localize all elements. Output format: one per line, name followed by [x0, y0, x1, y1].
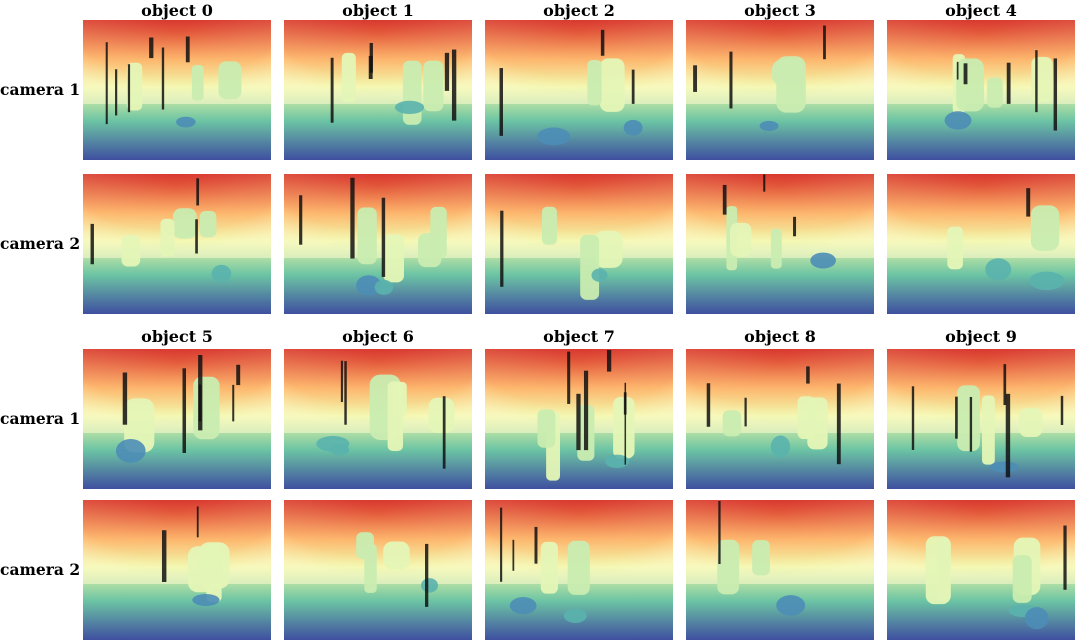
depth-map-image	[485, 174, 673, 314]
depth-map-image	[887, 349, 1075, 489]
depth-tile	[887, 20, 1075, 160]
depth-tile	[686, 500, 874, 640]
depth-map-image	[485, 349, 673, 489]
depth-tile	[83, 174, 271, 314]
depth-tile	[887, 174, 1075, 314]
depth-tile	[284, 174, 472, 314]
depth-tile	[83, 349, 271, 489]
depth-tile	[284, 20, 472, 160]
row-label: camera 2	[0, 560, 81, 579]
depth-map-image	[284, 349, 472, 489]
depth-map-image	[83, 349, 271, 489]
column-title: object 5	[141, 327, 213, 346]
depth-tile	[485, 20, 673, 160]
column-title: object 2	[543, 1, 615, 20]
depth-map-image	[686, 20, 874, 160]
depth-map-image	[284, 500, 472, 640]
depth-map-image	[686, 500, 874, 640]
column-title: object 7	[543, 327, 615, 346]
depth-map-image	[887, 500, 1075, 640]
column-title: object 3	[744, 1, 816, 20]
column-title: object 1	[342, 1, 414, 20]
depth-map-image	[83, 174, 271, 314]
depth-tile	[83, 500, 271, 640]
column-title: object 6	[342, 327, 414, 346]
depth-map-image	[887, 174, 1075, 314]
depth-map-image	[284, 174, 472, 314]
depth-tile	[284, 349, 472, 489]
depth-tile	[686, 20, 874, 160]
depth-map-image	[686, 349, 874, 489]
depth-tile	[485, 174, 673, 314]
depth-tile	[284, 500, 472, 640]
depth-map-image	[83, 500, 271, 640]
column-title: object 0	[141, 1, 213, 20]
column-title: object 4	[945, 1, 1017, 20]
row-label: camera 2	[0, 234, 81, 253]
column-title: object 9	[945, 327, 1017, 346]
depth-tile	[887, 500, 1075, 640]
depth-map-image	[485, 500, 673, 640]
row-label: camera 1	[0, 409, 81, 428]
column-title: object 8	[744, 327, 816, 346]
depth-tile	[485, 349, 673, 489]
depth-map-image	[83, 20, 271, 160]
depth-map-image	[485, 20, 673, 160]
row-label: camera 1	[0, 80, 81, 99]
depth-map-image	[284, 20, 472, 160]
depth-tile	[485, 500, 673, 640]
depth-map-image	[686, 174, 874, 314]
depth-tile	[686, 174, 874, 314]
depth-tile	[686, 349, 874, 489]
depth-tile	[83, 20, 271, 160]
depth-tile	[887, 349, 1075, 489]
depth-map-image	[887, 20, 1075, 160]
